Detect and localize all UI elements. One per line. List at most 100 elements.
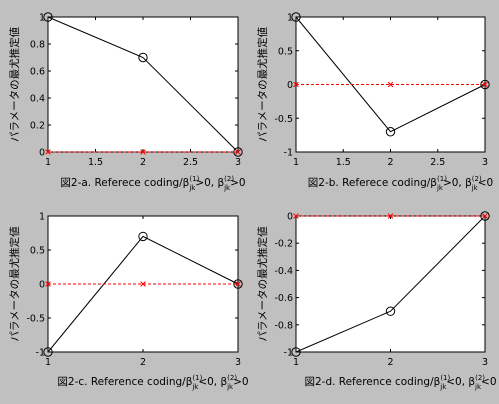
y-tick-label: 0.5 (278, 46, 293, 57)
data-point-x (387, 81, 394, 88)
data-point-x (140, 281, 146, 287)
y-tick-label: 1 (39, 212, 45, 223)
y-tick-label: -0.2 (274, 239, 293, 250)
y-tick-label: -1 (284, 148, 293, 159)
data-point-x-stroke (387, 213, 394, 219)
data-point-x-stroke (140, 149, 146, 155)
caption-part: (1) (192, 374, 202, 382)
figure-caption: 図2-d. Reference coding/β(1) jk<0, β(2) jk<… (304, 374, 496, 391)
caption-part: 図2-c. Reference coding/β (57, 376, 192, 388)
caption-part: 図2-b. Referece coding/β (308, 177, 437, 189)
data-point-x (235, 281, 241, 287)
caption-part: jk (474, 383, 482, 391)
caption-part: >0 (233, 376, 248, 388)
y-tick-label: 0.4 (30, 94, 45, 105)
x-tick-label: 1.5 (336, 157, 351, 168)
chart-panel-a: 1 1.5 2 2.5 3 0 0.2 0.4 0.6 0.8 1 パラメータの最尤推定値図2-a. … (8, 12, 246, 192)
y-tick-label: -0.8 (274, 320, 293, 331)
x-tick-label: 3 (235, 357, 241, 368)
caption-part: (1) (189, 175, 199, 183)
y-axis-label: パラメータの最尤推定値 (8, 26, 21, 142)
data-point-circle (138, 52, 148, 63)
series-line-1 (295, 16, 486, 133)
figure-caption: 図2-b. Referece coding/β(1) jk>0, β(2) jk<0 (308, 175, 493, 192)
data-point-x (482, 213, 488, 219)
caption-part: <0, β (446, 376, 475, 388)
x-tick-label: 2 (387, 157, 393, 168)
data-point-x-stroke (293, 81, 299, 88)
data-point-circle (43, 12, 53, 22)
y-tick-label: 0 (39, 280, 45, 291)
y-tick-label: 0 (39, 148, 45, 159)
y-tick-label: -0.5 (274, 114, 293, 125)
data-point-x (45, 281, 51, 287)
caption-part: jk (436, 184, 444, 192)
caption-part: (2) (224, 175, 234, 183)
caption-part: jk (223, 184, 231, 192)
y-tick-label: 1 (287, 13, 293, 24)
data-point-x-stroke (482, 213, 488, 219)
caption-part: <0 (481, 376, 496, 388)
data-point-circle (43, 347, 53, 357)
caption-part: (2) (472, 175, 482, 183)
data-point-x-stroke (140, 281, 146, 287)
y-tick-label: -1 (36, 348, 45, 359)
y-axis-label: パラメータの最尤推定値 (8, 226, 21, 342)
y-axis-label: パラメータの最尤推定値 (256, 26, 269, 142)
caption-part: 図2-a. Referece coding/β (60, 177, 189, 189)
data-point-x (140, 149, 146, 155)
y-tick-label: 1 (39, 13, 45, 24)
data-point-circle (480, 211, 490, 221)
data-point-x-stroke (235, 149, 241, 155)
y-tick-label: 0.5 (30, 246, 45, 257)
x-tick-label: 3 (482, 157, 488, 168)
data-point-circle (480, 79, 490, 90)
caption-part: jk (191, 383, 199, 391)
data-point-x (235, 149, 241, 155)
y-tick-label: -0.4 (274, 266, 293, 277)
y-tick-label: -0.5 (26, 314, 45, 325)
caption-part: (1) (440, 374, 450, 382)
series-line-1 (47, 16, 239, 153)
caption-part: <0 (478, 177, 493, 189)
figure-caption: 図2-a. Referece coding/β(1) jk>0, β(2) jk>0 (60, 175, 245, 192)
caption-part: jk (188, 184, 196, 192)
data-point-x (293, 81, 299, 88)
data-point-x-stroke (45, 281, 51, 287)
y-tick-label: -0.6 (274, 293, 293, 304)
data-point-circle (385, 306, 396, 316)
caption-part: (1) (437, 175, 447, 183)
x-tick-label: 3 (235, 157, 241, 168)
x-tick-label: 1.5 (88, 157, 103, 168)
data-point-circle (291, 347, 301, 357)
caption-part: 図2-d. Reference coding/β (304, 376, 440, 388)
x-tick-label: 2 (140, 157, 146, 168)
data-point-x (45, 149, 51, 155)
data-point-x (387, 213, 394, 219)
data-point-x (293, 213, 299, 219)
y-tick-label: 0.2 (30, 121, 45, 132)
x-tick-label: 1 (45, 357, 51, 368)
data-point-circle (291, 12, 301, 22)
y-tick-label: -1 (284, 348, 293, 359)
caption-part: (2) (475, 374, 485, 382)
x-tick-label: 1 (293, 157, 299, 168)
data-point-x (482, 81, 488, 88)
caption-part: jk (471, 184, 479, 192)
x-tick-label: 1 (45, 157, 51, 168)
y-tick-label: 0.8 (30, 40, 45, 51)
x-tick-label: 2 (387, 357, 393, 368)
caption-part: >0 (230, 177, 245, 189)
data-point-x-stroke (235, 281, 241, 287)
x-tick-label: 2 (140, 357, 146, 368)
caption-part: <0, β (198, 376, 227, 388)
y-tick-label: 0.6 (30, 67, 45, 78)
data-point-x-stroke (293, 213, 299, 219)
caption-part: jk (226, 383, 234, 391)
caption-part: jk (439, 383, 447, 391)
plot-area (47, 16, 239, 153)
